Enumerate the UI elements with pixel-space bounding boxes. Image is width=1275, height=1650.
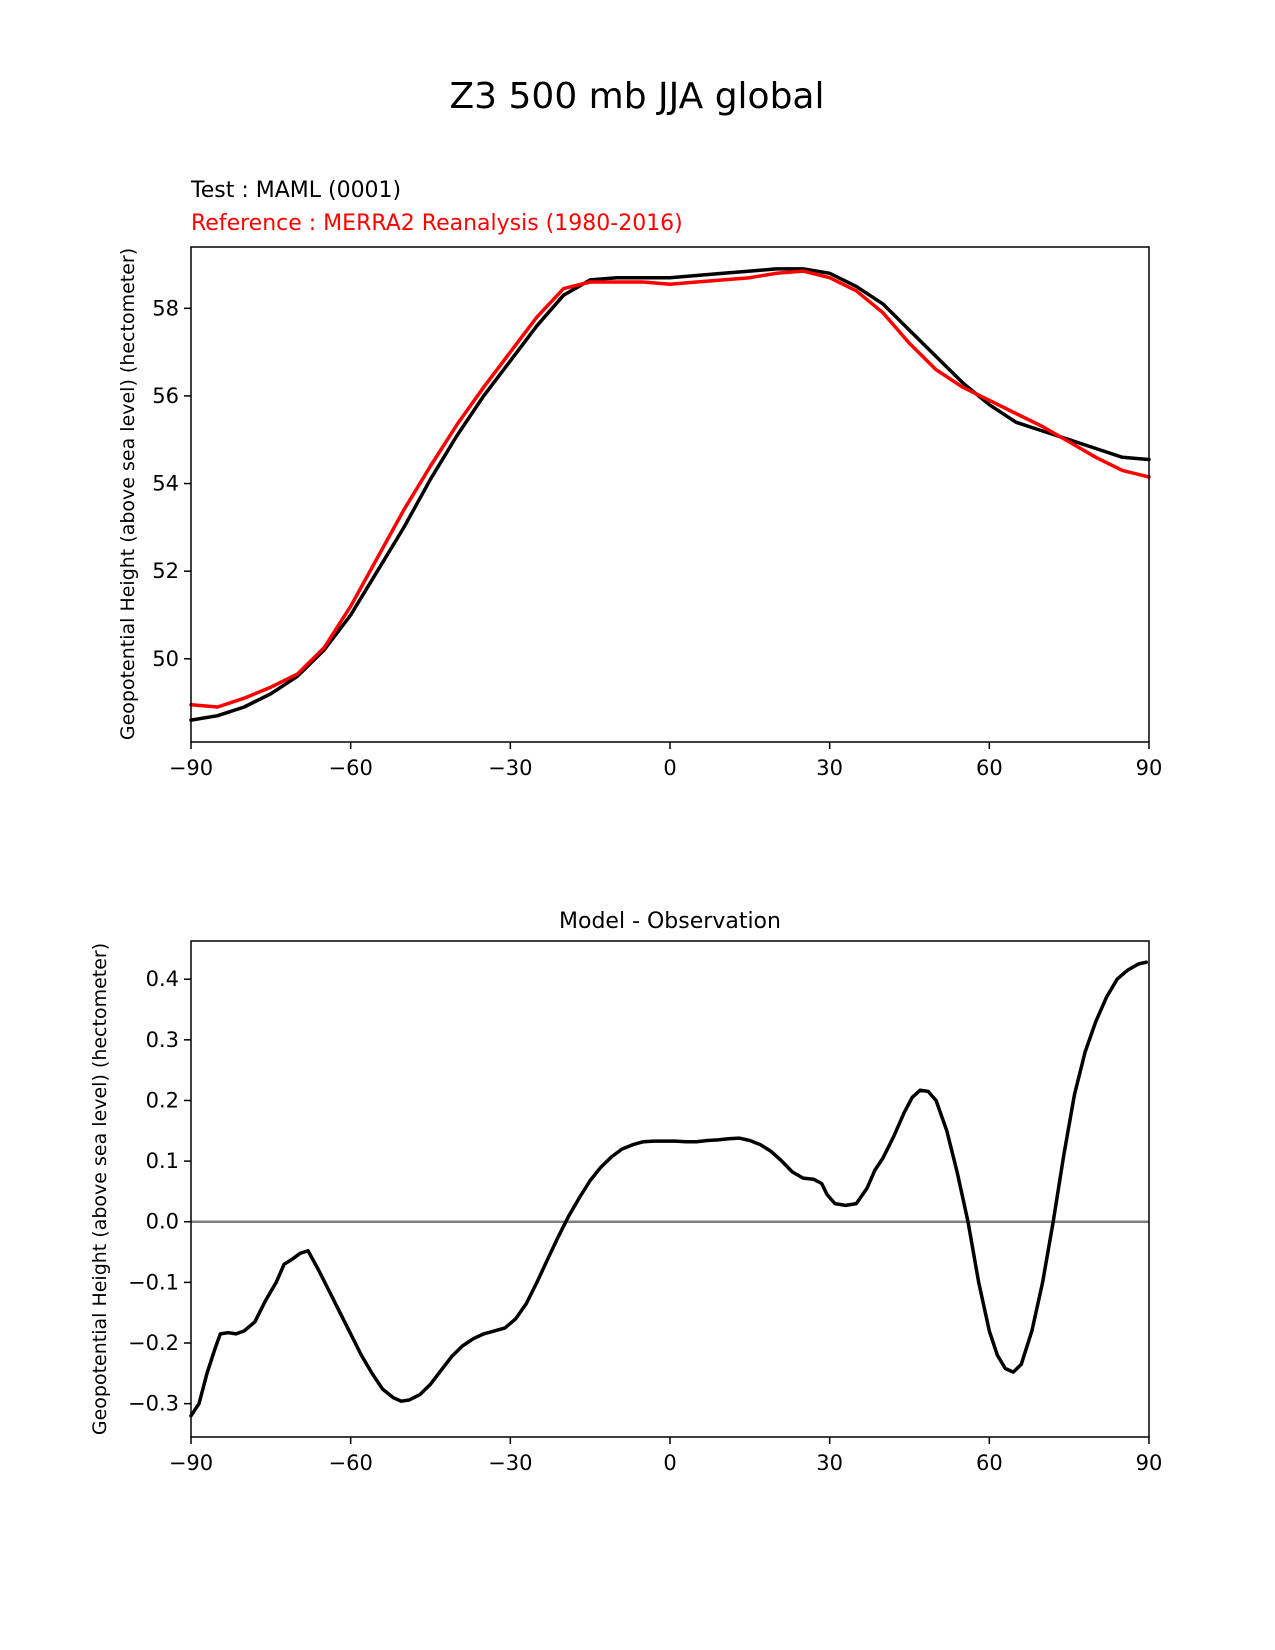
x-tick-label: 90 xyxy=(1136,1451,1163,1475)
y-tick-label: 56 xyxy=(152,384,179,408)
bottom-plot-frame xyxy=(190,940,1150,1438)
x-tick-label: −90 xyxy=(169,756,213,780)
x-tick-label: 30 xyxy=(816,1451,843,1475)
x-tick-label: −60 xyxy=(329,756,373,780)
y-tick-label: 54 xyxy=(152,472,179,496)
y-tick-label: −0.3 xyxy=(128,1392,179,1416)
x-tick-label: 90 xyxy=(1136,756,1163,780)
x-tick-label: −30 xyxy=(488,1451,532,1475)
x-tick-label: 30 xyxy=(816,756,843,780)
top-y-axis: 50 52 54 56 58 xyxy=(152,296,191,671)
series-line-0-0 xyxy=(189,267,1151,722)
y-tick-label: 0.1 xyxy=(146,1149,179,1173)
y-tick-label: 0.3 xyxy=(146,1028,179,1052)
x-tick-label: −90 xyxy=(169,1451,213,1475)
x-tick-label: 60 xyxy=(976,756,1003,780)
y-tick-label: 0.0 xyxy=(146,1210,179,1234)
bottom-panel: Model - Observation −90 −60 −30 0 30 60 90 −0.… xyxy=(89,909,1162,1475)
y-tick-label: 0.4 xyxy=(146,967,179,991)
x-tick-label: −60 xyxy=(329,1451,373,1475)
top-plot-frame xyxy=(190,246,1150,743)
y-tick-label: −0.1 xyxy=(128,1270,179,1294)
bottom-panel-title: Model - Observation xyxy=(559,909,781,934)
bottom-x-axis: −90 −60 −30 0 30 60 90 xyxy=(169,1437,1163,1475)
top-y-axis-label: Geopotential Height (above sea level) (h… xyxy=(117,248,139,740)
test-title: Test : MAML (0001) xyxy=(190,178,401,203)
bottom-series-group xyxy=(189,960,1149,1418)
top-panel: Test : MAML (0001) Reference : MERRA2 Re… xyxy=(117,178,1162,780)
series-line-0-1 xyxy=(189,269,1151,709)
x-tick-label: 60 xyxy=(976,1451,1003,1475)
y-tick-label: −0.2 xyxy=(128,1331,179,1355)
x-tick-label: 0 xyxy=(663,1451,676,1475)
x-tick-label: −30 xyxy=(488,756,532,780)
y-tick-label: 52 xyxy=(152,559,179,583)
series-line-1-0 xyxy=(189,960,1149,1418)
y-tick-label: 50 xyxy=(152,647,179,671)
reference-title: Reference : MERRA2 Reanalysis (1980-2016… xyxy=(191,211,683,236)
y-tick-label: 58 xyxy=(152,296,179,320)
bottom-y-axis-label: Geopotential Height (above sea level) (h… xyxy=(89,943,111,1435)
y-tick-label: 0.2 xyxy=(146,1088,179,1112)
figure-title: Z3 500 mb JJA global xyxy=(450,76,825,117)
top-series-group xyxy=(189,267,1151,722)
top-x-axis: −90 −60 −30 0 30 60 90 xyxy=(169,742,1163,780)
x-tick-label: 0 xyxy=(663,756,676,780)
bottom-y-axis: −0.3 −0.2 −0.1 0.0 0.1 0.2 0.3 0.4 xyxy=(128,967,191,1416)
